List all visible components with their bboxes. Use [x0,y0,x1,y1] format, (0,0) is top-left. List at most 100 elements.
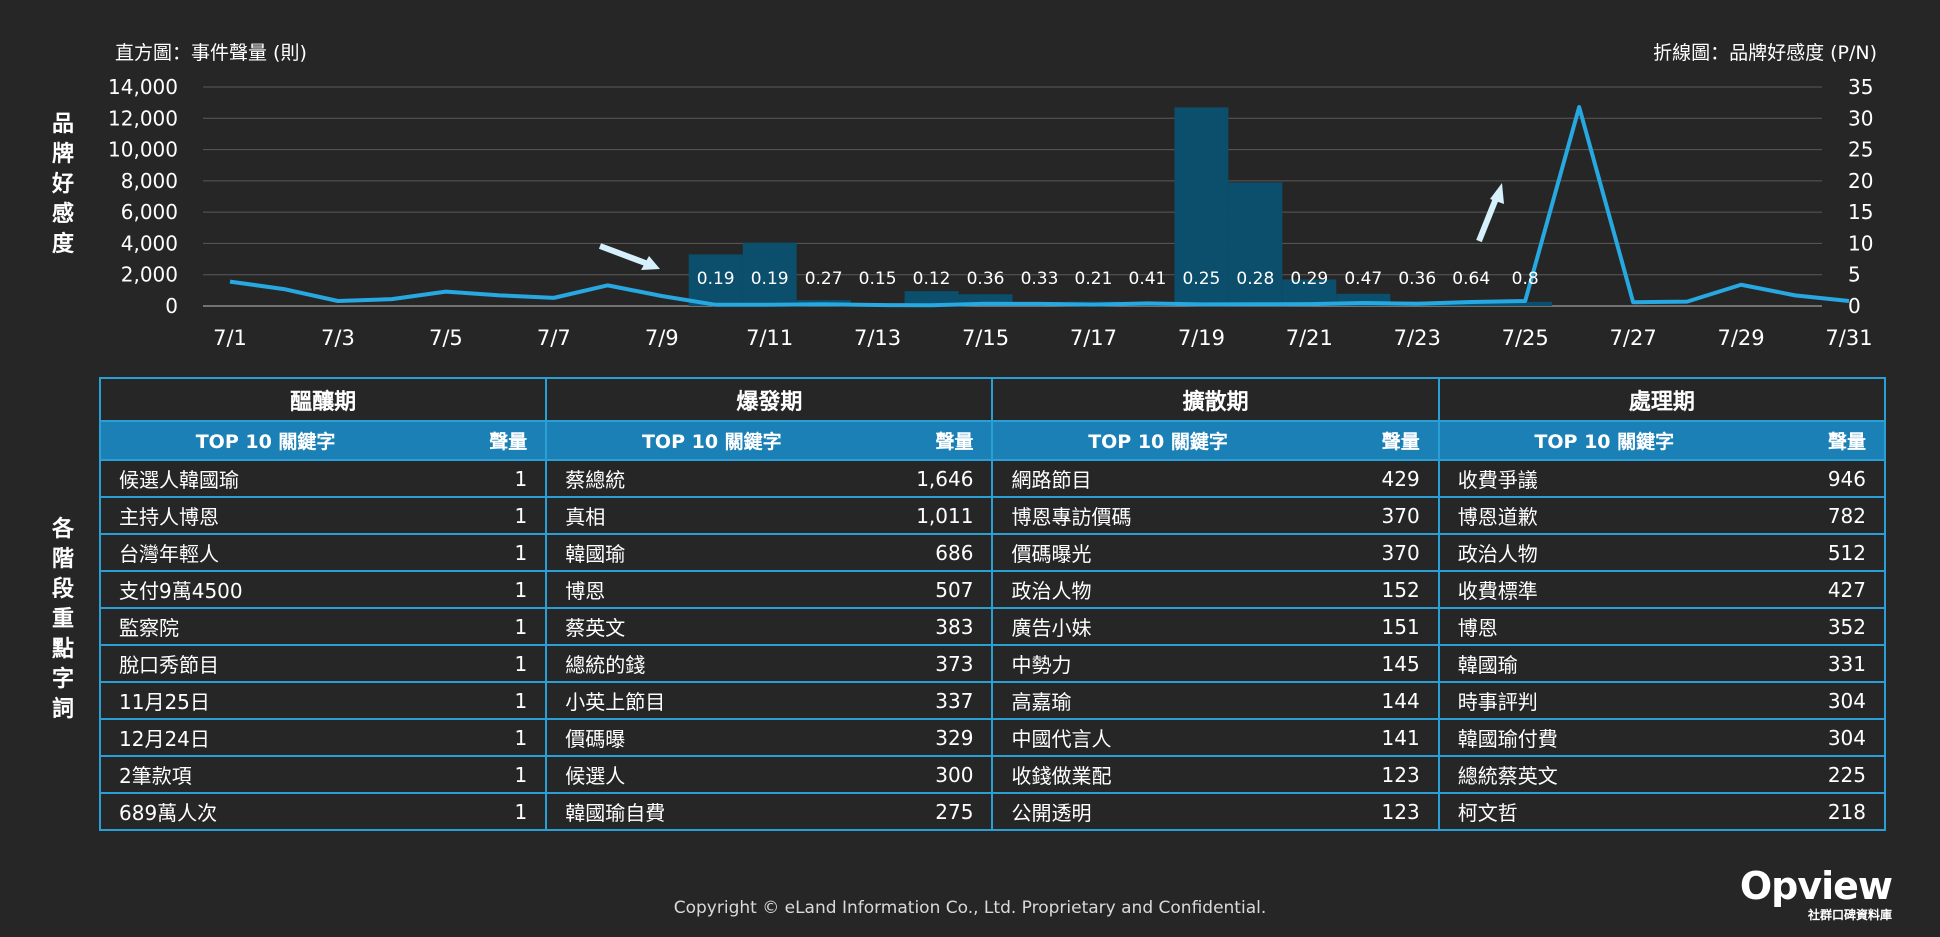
volume-cell: 782 [1768,496,1887,535]
keyword-cell: 脫口秀節目 [98,644,431,683]
arrow-head [641,256,660,270]
volume-cell: 383 [876,607,994,646]
side-label-char: 度 [51,232,74,257]
keyword-column-header: TOP 10 關鍵字 [98,420,431,461]
keyword-cell: 中國代言人 [991,718,1323,757]
keyword-cell: 韓國瑜付費 [1437,718,1769,757]
y-right-tick-label: 0 [1848,294,1861,318]
volume-cell: 686 [876,533,994,572]
keyword-cell: 價碼曝光 [991,533,1323,572]
y-right-tick-label: 30 [1848,106,1873,130]
x-tick-label: 7/25 [1502,326,1549,350]
volume-cell: 225 [1768,755,1887,794]
volume-cell: 427 [1768,570,1887,609]
data-label: 0.29 [1290,269,1328,289]
brand-name: Opview [1739,864,1893,908]
data-label: 0.12 [913,269,951,289]
keyword-cell: 候選人韓國瑜 [98,459,431,498]
keyword-cell: 收費爭議 [1437,459,1769,498]
volume-column-header: 聲量 [876,420,994,461]
volume-cell: 352 [1768,607,1887,646]
x-tick-label: 7/17 [1070,326,1117,350]
table-row: 支付9萬4500 1 博恩 507 政治人物 152 收費標準 427 [98,570,1887,609]
keyword-column-header: TOP 10 關鍵字 [1437,420,1769,461]
volume-bar [1228,182,1283,306]
keyword-cell: 候選人 [545,755,877,794]
y-left-tick-label: 12,000 [108,106,178,130]
keyword-cell: 廣告小妹 [991,607,1323,646]
side-label-char: 字 [51,667,74,692]
side-label-char: 感 [51,202,74,227]
y-left-tick-label: 2,000 [121,263,178,287]
data-label: 0.64 [1452,269,1490,289]
keyword-cell: 韓國瑜 [1437,644,1769,683]
x-tick-label: 7/21 [1286,326,1333,350]
keyword-cell: 支付9萬4500 [98,570,431,609]
keyword-cell: 2筆款項 [98,755,431,794]
data-label: 0.25 [1182,269,1220,289]
y-right-tick-label: 10 [1848,231,1873,255]
sentiment-line [229,105,1850,308]
keyword-cell: 總統蔡英文 [1437,755,1769,794]
phase-header: 醞釀期 [98,377,548,422]
side-label-char: 重 [51,607,74,632]
volume-cell: 1,646 [876,459,994,498]
side-label-char: 牌 [51,142,74,167]
data-label: 0.8 [1512,269,1539,289]
x-tick-label: 7/23 [1394,326,1441,350]
data-label: 0.36 [1398,269,1436,289]
y-left-tick-label: 10,000 [108,138,178,162]
volume-cell: 1 [430,644,548,683]
x-tick-label: 7/1 [213,326,247,350]
data-label: 0.19 [697,269,735,289]
table-row: 11月25日 1 小英上節目 337 高嘉瑜 144 時事評判 304 [98,681,1887,720]
volume-cell: 373 [876,644,994,683]
y-left-tick-label: 8,000 [121,169,178,193]
volume-cell: 370 [1322,496,1440,535]
keyword-cell: 主持人博恩 [98,496,431,535]
data-label: 0.33 [1021,269,1059,289]
volume-cell: 151 [1322,607,1440,646]
volume-cell: 331 [1768,644,1887,683]
data-label: 0.27 [805,269,843,289]
side-label-char: 詞 [51,697,74,722]
volume-column-header: 聲量 [1322,420,1440,461]
volume-cell: 141 [1322,718,1440,757]
keyword-column-header: TOP 10 關鍵字 [991,420,1323,461]
keyword-cell: 台灣年輕人 [98,533,431,572]
side-label-char: 品 [51,112,74,137]
column-header-row: TOP 10 關鍵字 聲量 TOP 10 關鍵字 聲量 TOP 10 關鍵字 聲量 TOP … [98,420,1887,461]
data-label: 0.21 [1075,269,1113,289]
volume-cell: 300 [876,755,994,794]
event-chart: 14,000 35 12,000 30 10,000 25 8,000 20 6,000 15 4,… [108,75,1873,350]
keyword-table: 醞釀期 爆發期 擴散期 處理期 TOP 10 關鍵字 聲量 TOP 10 關鍵字 聲量 TOP… [98,377,1887,831]
x-tick-label: 7/27 [1610,326,1657,350]
keyword-cell: 政治人物 [1437,533,1769,572]
volume-cell: 304 [1768,681,1887,720]
keyword-cell: 博恩 [545,570,877,609]
keyword-cell: 收錢做業配 [991,755,1323,794]
volume-cell: 145 [1322,644,1440,683]
volume-cell: 1 [430,681,548,720]
volume-cell: 1 [430,533,548,572]
volume-cell: 1,011 [876,496,994,535]
y-right-tick-label: 35 [1848,75,1873,99]
keyword-cell: 中勢力 [991,644,1323,683]
table-row: 689萬人次 1 韓國瑜自費 275 公開透明 123 柯文哲 218 [98,792,1887,831]
table-row: 2筆款項 1 候選人 300 收錢做業配 123 總統蔡英文 225 [98,755,1887,794]
volume-bar [688,254,743,306]
x-tick-label: 7/11 [746,326,793,350]
data-label: 0.47 [1344,269,1382,289]
volume-column-header: 聲量 [1768,420,1887,461]
phase-header: 擴散期 [991,377,1440,422]
keyword-cell: 689萬人次 [98,792,431,831]
volume-cell: 512 [1768,533,1887,572]
x-tick-label: 7/9 [645,326,679,350]
volume-cell: 329 [876,718,994,757]
data-label: 0.28 [1236,269,1274,289]
x-tick-label: 7/13 [854,326,901,350]
arrow-shaft [598,243,650,267]
data-label: 0.41 [1129,269,1167,289]
y-right-axis-title: 折線圖：品牌好感度 (P/N) [1653,42,1877,64]
keyword-table-body: 候選人韓國瑜 1 蔡總統 1,646 網路節目 429 收費爭議 946 主持人博恩 1 真相 1,0… [98,459,1887,831]
